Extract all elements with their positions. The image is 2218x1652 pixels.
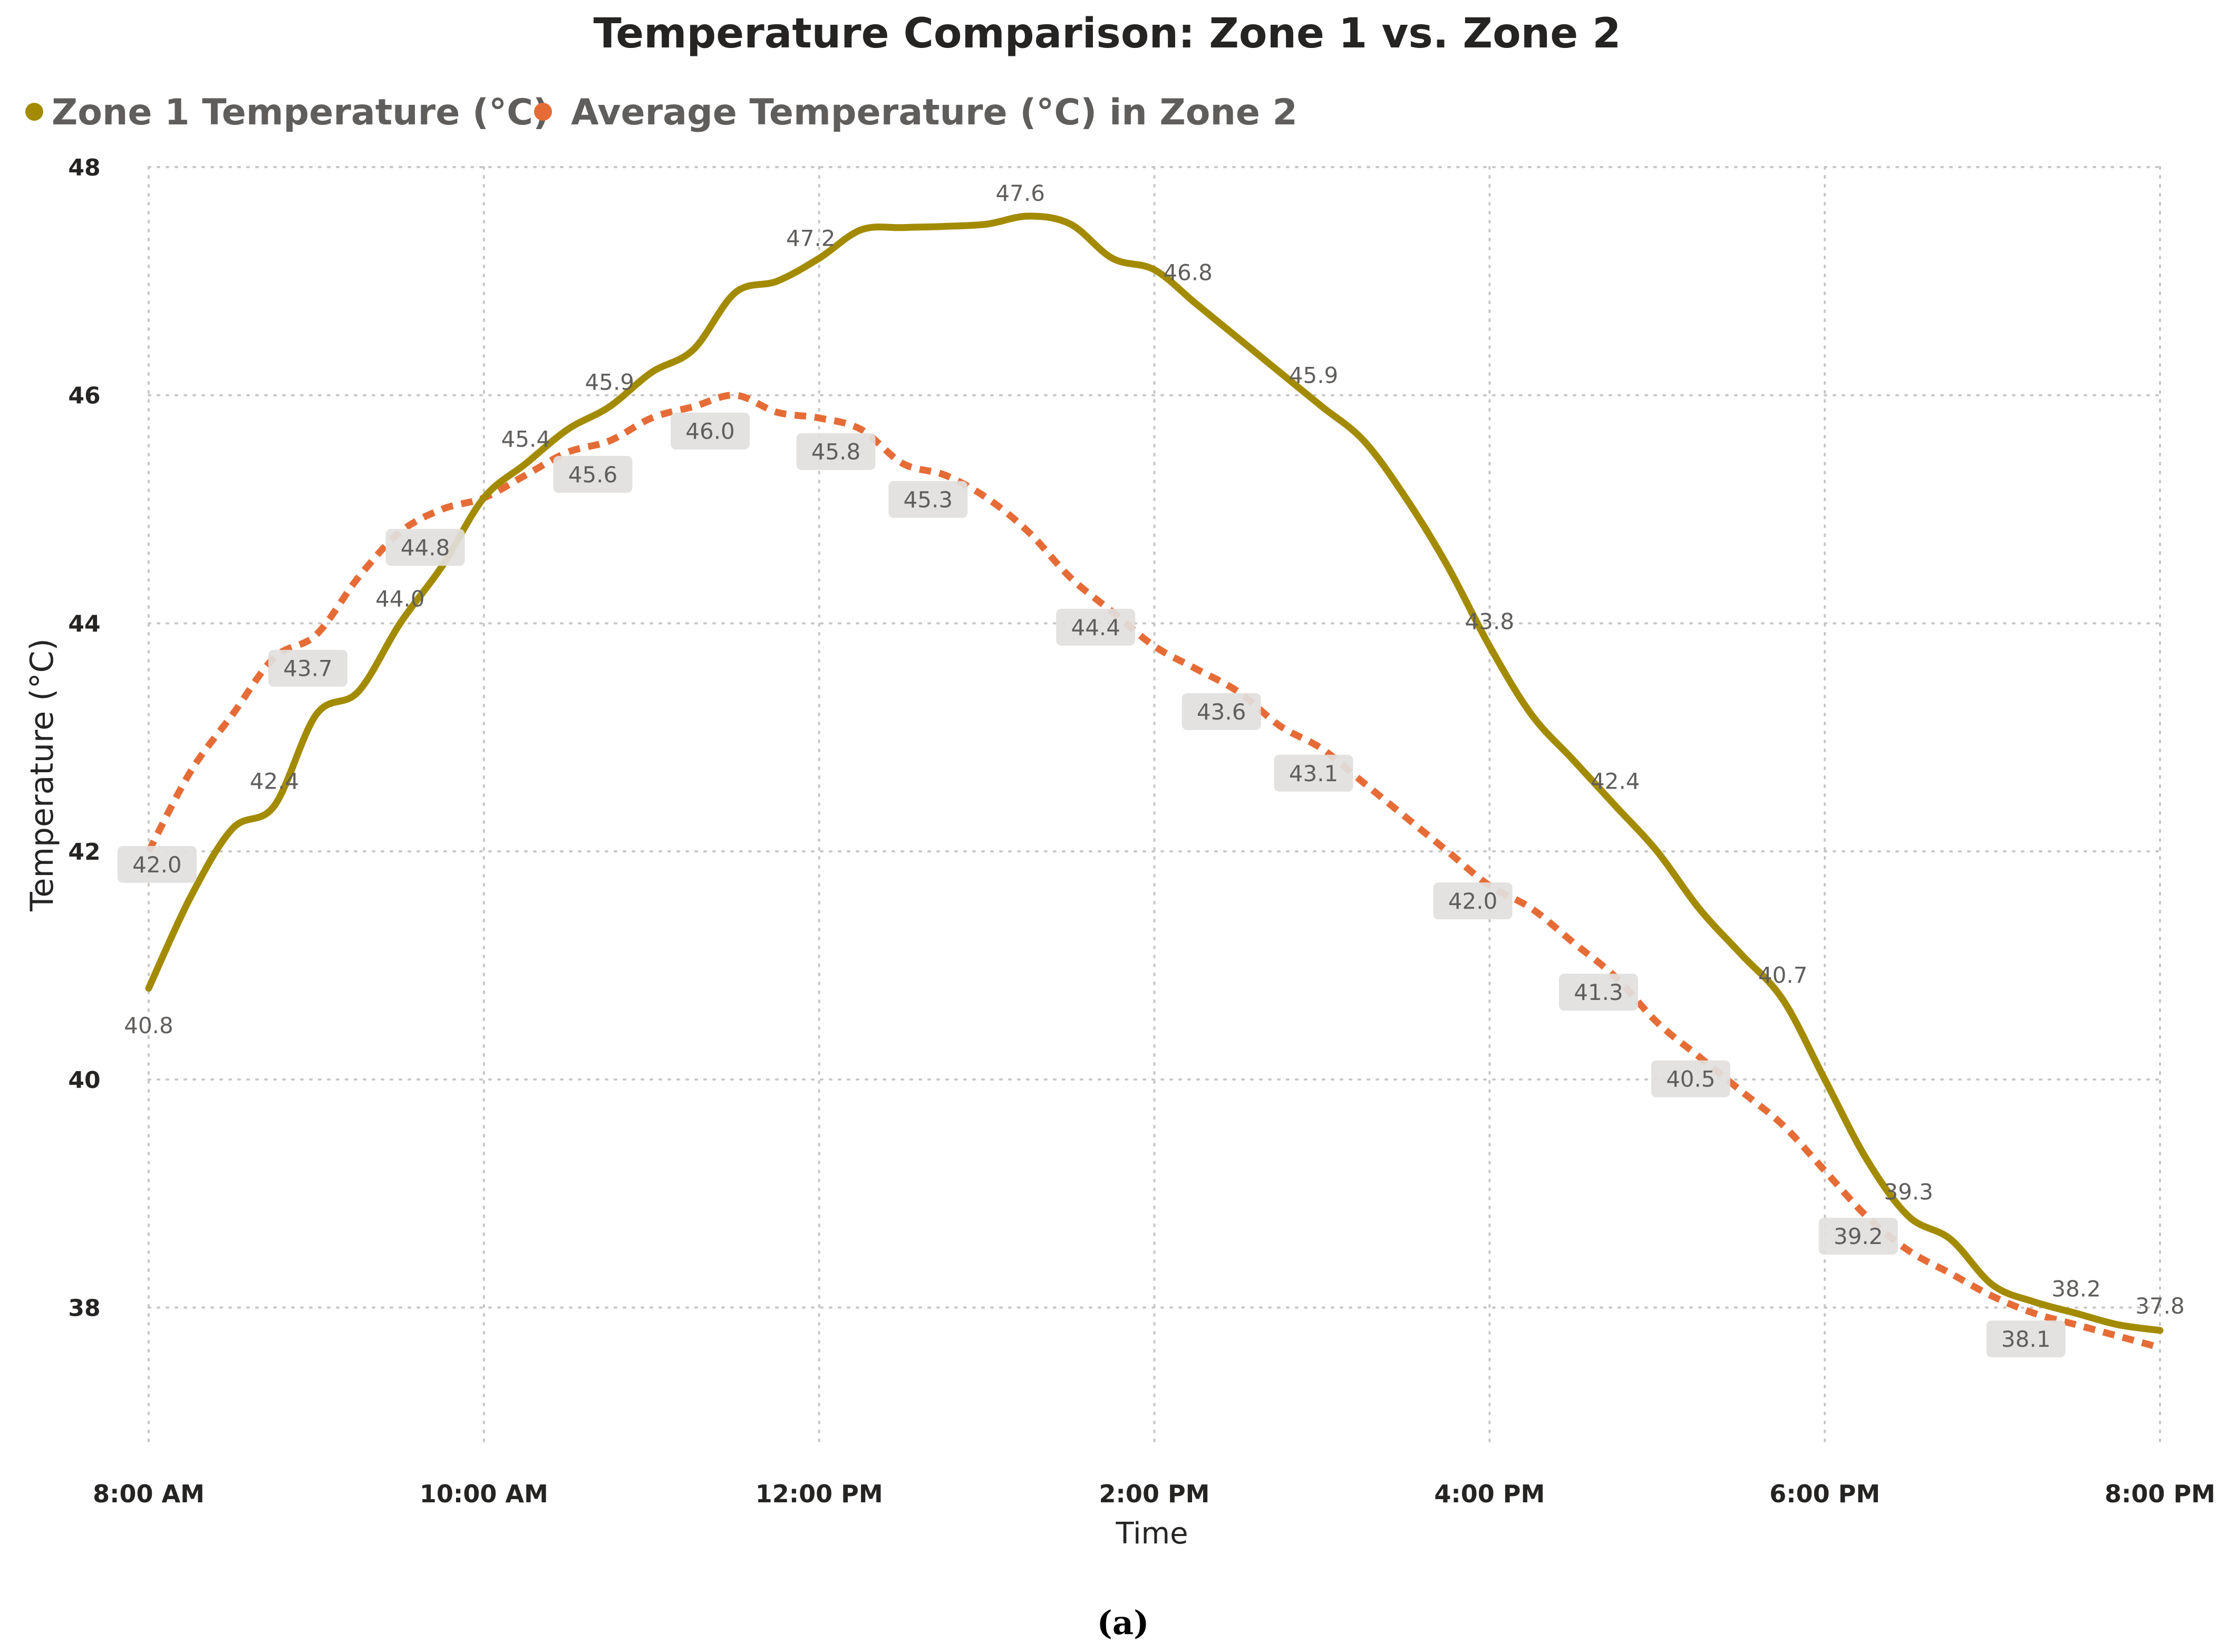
x-axis-ticks: 8:00 AM 10:00 AM 12:00 PM 2:00 PM 4:00 PM 6:0… <box>93 1480 2215 1508</box>
data-label-box <box>1986 1320 2066 1357</box>
legend: Zone 1 Temperature (°C) Average Temperat… <box>25 92 1297 133</box>
data-label-text: 41.3 <box>1574 979 1623 1005</box>
legend-label-zone2: Average Temperature (°C) in Zone 2 <box>571 92 1297 133</box>
data-label-zone1: 45.9 <box>585 369 635 395</box>
data-label-box <box>117 846 197 883</box>
data-label-box <box>1651 1060 1730 1097</box>
data-label-zone1: 47.2 <box>786 226 836 251</box>
y-tick-label: 40 <box>68 1067 100 1094</box>
y-axis-title: Temperature (°C) <box>24 638 61 912</box>
data-label-box <box>268 649 348 687</box>
data-label-box <box>553 455 633 493</box>
data-label-box <box>1181 693 1261 730</box>
data-label-box <box>888 481 968 518</box>
data-label-zone2: 45.6 <box>553 455 633 493</box>
data-label-text: 43.6 <box>1197 699 1246 725</box>
data-label-box <box>671 412 750 450</box>
figure-caption: (a) <box>1097 1604 1149 1642</box>
y-tick-label: 44 <box>68 610 100 637</box>
data-label-box <box>796 433 876 470</box>
x-tick-label: 8:00 PM <box>2105 1480 2215 1508</box>
data-label-text: 40.5 <box>1666 1066 1716 1092</box>
data-label-text: 44.8 <box>401 535 450 560</box>
series-lines <box>145 212 2164 1351</box>
data-label-zone2: 43.6 <box>1181 693 1261 730</box>
x-tick-label: 12:00 PM <box>756 1480 883 1508</box>
data-label-box <box>1433 882 1513 920</box>
x-tick-label: 2:00 PM <box>1099 1480 1210 1508</box>
x-tick-label: 6:00 PM <box>1769 1480 1880 1508</box>
y-tick-label: 38 <box>68 1295 100 1322</box>
data-label-zone2: 42.0 <box>1433 882 1513 920</box>
data-label-text: 43.1 <box>1289 761 1339 786</box>
data-label-text: 38.1 <box>2001 1326 2051 1352</box>
data-label-zone2: 43.1 <box>1274 754 1353 792</box>
data-labels: 40.8 42.4 44.0 45.4 45.9 47.2 47.6 46.8 45.9 43.8… <box>117 180 2185 1357</box>
data-label-zone2: 43.7 <box>268 649 348 687</box>
data-label-text: 42.0 <box>1448 888 1498 914</box>
data-label-zone2: 46.0 <box>671 412 750 450</box>
x-tick-label: 10:00 AM <box>420 1480 548 1508</box>
data-label-box <box>1056 608 1136 646</box>
x-tick-label: 4:00 PM <box>1434 1480 1545 1508</box>
data-label-box <box>1274 754 1353 792</box>
data-label-zone1: 47.6 <box>995 180 1045 206</box>
data-label-zone1: 40.8 <box>124 1013 173 1038</box>
data-label-zone2: 44.4 <box>1056 608 1136 646</box>
data-label-box <box>385 529 465 566</box>
data-label-zone1: 37.8 <box>2135 1293 2185 1319</box>
data-label-zone2: 38.1 <box>1986 1320 2066 1357</box>
legend-marker-zone2 <box>534 103 552 121</box>
y-tick-label: 48 <box>68 154 100 181</box>
data-label-text: 46.0 <box>685 419 735 444</box>
data-label-zone2: 40.5 <box>1651 1060 1730 1097</box>
chart-title: Temperature Comparison: Zone 1 vs. Zone … <box>593 10 1621 57</box>
data-label-zone1: 42.4 <box>1591 769 1640 794</box>
data-label-zone2: 41.3 <box>1558 974 1638 1011</box>
data-label-zone1: 44.0 <box>375 586 425 611</box>
data-label-zone1: 45.4 <box>501 426 551 452</box>
data-label-text: 45.6 <box>568 462 618 488</box>
data-label-text: 45.3 <box>904 487 953 513</box>
data-label-text: 44.4 <box>1071 615 1120 640</box>
data-label-zone1: 42.4 <box>250 769 299 794</box>
y-gridlines <box>148 166 2161 1309</box>
x-tick-label: 8:00 AM <box>93 1480 205 1508</box>
data-label-text: 45.8 <box>811 439 861 465</box>
data-label-zone1: 43.8 <box>1465 609 1515 635</box>
y-tick-label: 42 <box>68 839 100 866</box>
x-axis-title: Time <box>1115 1517 1188 1551</box>
y-tick-label: 46 <box>68 383 100 410</box>
y-axis-ticks: 38 40 42 44 46 48 <box>68 154 100 1322</box>
data-label-text: 39.2 <box>1834 1223 1883 1249</box>
legend-label-zone1: Zone 1 Temperature (°C) <box>52 92 549 133</box>
data-label-zone1: 45.9 <box>1289 362 1339 388</box>
data-label-zone1: 46.8 <box>1163 260 1213 286</box>
data-label-zone2: 44.8 <box>385 529 465 566</box>
data-label-zone2: 42.0 <box>117 846 197 883</box>
data-label-text: 42.0 <box>132 852 182 878</box>
data-label-zone1: 39.3 <box>1884 1179 1933 1205</box>
x-gridlines <box>148 166 2161 1444</box>
data-label-zone2: 45.3 <box>888 481 968 518</box>
data-label-box <box>1558 974 1638 1011</box>
data-label-zone1: 40.7 <box>1758 962 1808 988</box>
data-label-box <box>1818 1218 1898 1255</box>
legend-marker-zone1 <box>25 103 43 121</box>
data-label-zone2: 45.8 <box>796 433 876 470</box>
data-label-zone2: 39.2 <box>1818 1218 1898 1255</box>
data-label-zone1: 38.2 <box>2051 1276 2101 1301</box>
data-label-text: 43.7 <box>283 656 333 682</box>
